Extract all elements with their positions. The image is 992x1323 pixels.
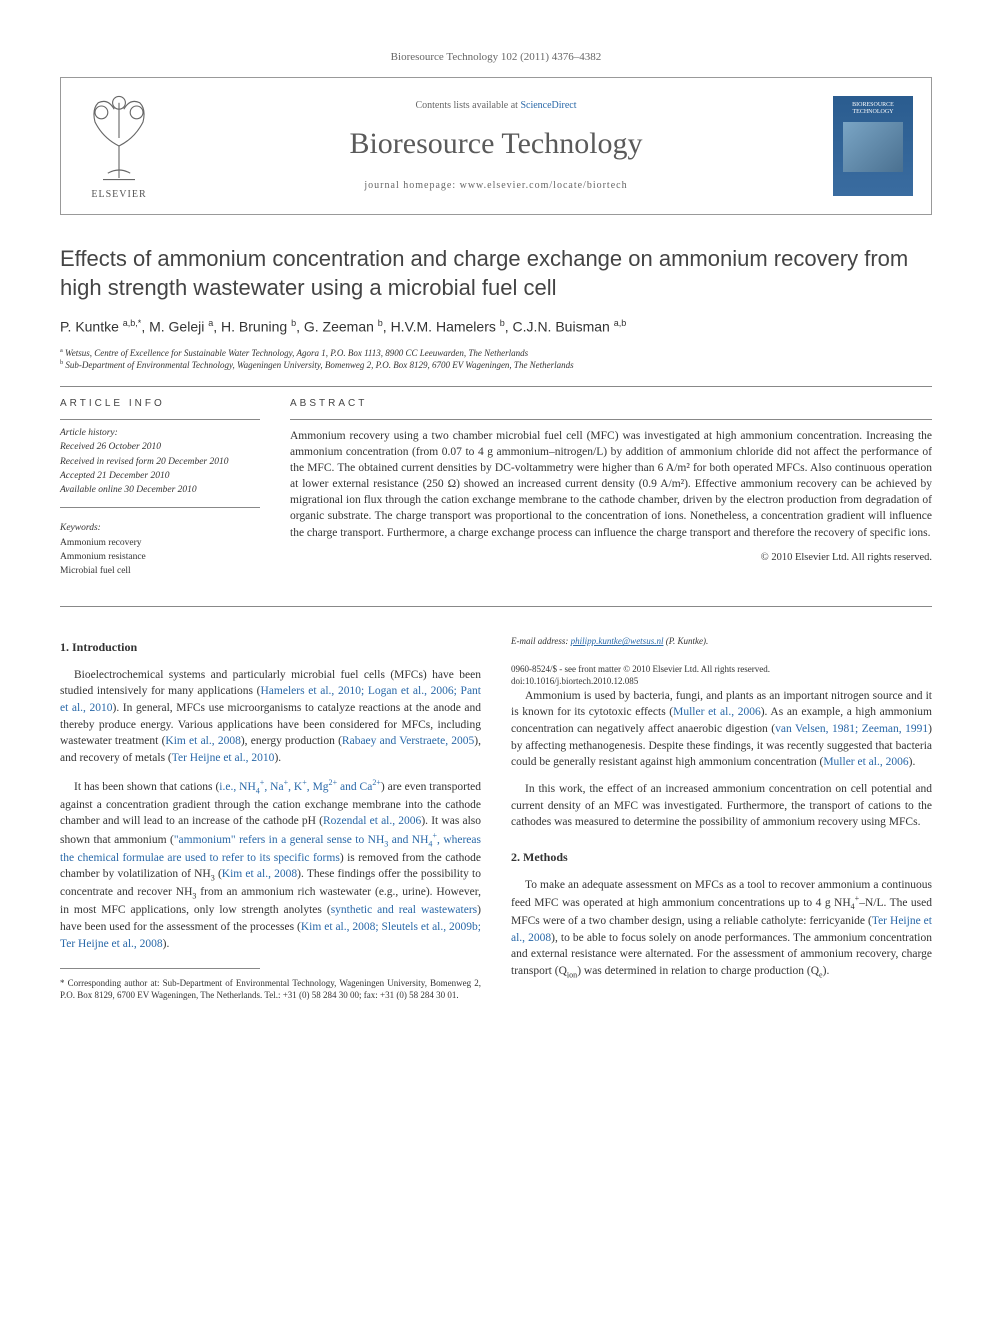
article-history: Article history: Received 26 October 201… <box>60 426 260 497</box>
divider-top <box>60 386 932 387</box>
history-received: Received 26 October 2010 <box>60 440 260 454</box>
contents-pre: Contents lists available at <box>415 100 520 111</box>
homepage-pre: journal homepage: <box>364 180 459 191</box>
front-matter-line: 0960-8524/$ - see front matter © 2010 El… <box>511 664 932 676</box>
elsevier-tree-icon <box>79 90 159 186</box>
doi-block: 0960-8524/$ - see front matter © 2010 El… <box>511 664 932 687</box>
history-accepted: Accepted 21 December 2010 <box>60 469 260 483</box>
homepage-url[interactable]: www.elsevier.com/locate/biortech <box>460 180 628 191</box>
abstract-head: ABSTRACT <box>290 397 932 411</box>
journal-cover-thumbnail: BIORESOURCE TECHNOLOGY <box>833 96 913 196</box>
intro-p4: In this work, the effect of an increased… <box>511 781 932 831</box>
corresp-email-link[interactable]: philipp.kuntke@wetsus.nl <box>571 636 664 646</box>
corresp-text: Corresponding author at: Sub-Department … <box>60 978 481 1000</box>
publisher-logo-block: ELSEVIER <box>79 90 159 202</box>
journal-homepage-line: journal homepage: www.elsevier.com/locat… <box>159 179 833 193</box>
authors-line: P. Kuntke a,b,*, M. Geleji a, H. Bruning… <box>60 317 932 337</box>
abstract-divider <box>290 419 932 420</box>
article-title: Effects of ammonium concentration and ch… <box>60 245 932 302</box>
info-divider-2 <box>60 507 260 508</box>
doi-line: doi:10.1016/j.biortech.2010.12.085 <box>511 676 932 688</box>
section-head-intro: 1. Introduction <box>60 639 481 656</box>
journal-name: Bioresource Technology <box>159 123 833 165</box>
corresp-star: * <box>60 978 68 988</box>
publisher-name: ELSEVIER <box>91 188 146 202</box>
divider-bottom <box>60 606 932 607</box>
abstract-column: ABSTRACT Ammonium recovery using a two c… <box>290 397 932 578</box>
keyword: Ammonium recovery <box>60 536 260 550</box>
info-divider <box>60 419 260 420</box>
article-info-column: ARTICLE INFO Article history: Received 2… <box>60 397 260 578</box>
footnote-separator <box>60 968 260 969</box>
affiliations-block: a Wetsus, Centre of Excellence for Susta… <box>60 347 932 372</box>
history-revised: Received in revised form 20 December 201… <box>60 455 260 469</box>
keyword: Ammonium resistance <box>60 550 260 564</box>
keywords-label: Keywords: <box>60 522 260 535</box>
email-label: E-mail address: <box>511 636 571 646</box>
abstract-copyright: © 2010 Elsevier Ltd. All rights reserved… <box>290 551 932 566</box>
corresponding-author-note: * Corresponding author at: Sub-Departmen… <box>60 977 481 1001</box>
journal-reference: Bioresource Technology 102 (2011) 4376–4… <box>60 50 932 65</box>
keywords-list: Ammonium recovery Ammonium resistance Mi… <box>60 536 260 579</box>
corresp-email-line: E-mail address: philipp.kuntke@wetsus.nl… <box>511 635 932 648</box>
abstract-text: Ammonium recovery using a two chamber mi… <box>290 428 932 541</box>
keyword: Microbial fuel cell <box>60 564 260 578</box>
intro-p3: Ammonium is used by bacteria, fungi, and… <box>511 688 932 771</box>
methods-p1: To make an adequate assessment on MFCs a… <box>511 877 932 981</box>
article-body: 1. Introduction Bioelectrochemical syste… <box>60 635 932 1001</box>
cover-image-placeholder <box>843 122 903 172</box>
contents-available-line: Contents lists available at ScienceDirec… <box>159 99 833 113</box>
journal-header-box: ELSEVIER Contents lists available at Sci… <box>60 77 932 215</box>
cover-label: BIORESOURCE TECHNOLOGY <box>836 102 910 115</box>
intro-p1: Bioelectrochemical systems and particula… <box>60 667 481 767</box>
sciencedirect-link[interactable]: ScienceDirect <box>520 100 576 111</box>
article-info-head: ARTICLE INFO <box>60 397 260 411</box>
email-who: (P. Kuntke). <box>663 636 708 646</box>
history-online: Available online 30 December 2010 <box>60 483 260 497</box>
intro-p2: It has been shown that cations (i.e., NH… <box>60 777 481 953</box>
history-label: Article history: <box>60 426 260 440</box>
section-head-methods: 2. Methods <box>511 849 932 866</box>
